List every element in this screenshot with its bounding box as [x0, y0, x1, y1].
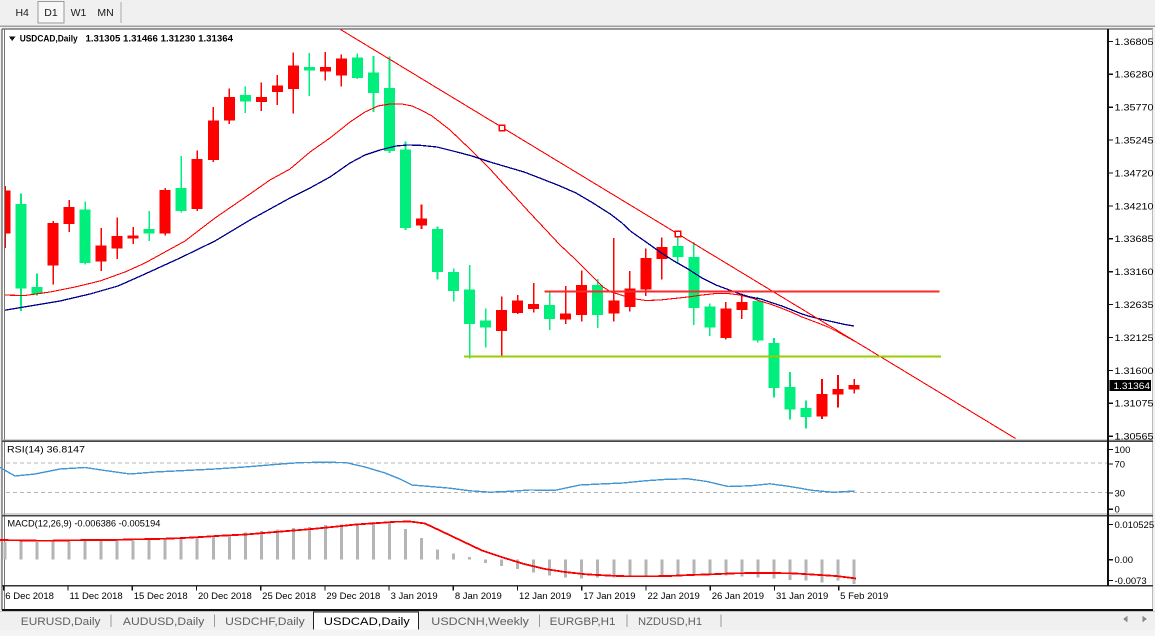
svg-text:30: 30 — [1115, 488, 1126, 499]
svg-text:29 Dec 2018: 29 Dec 2018 — [326, 591, 380, 602]
svg-text:6 Dec 2018: 6 Dec 2018 — [5, 591, 54, 602]
svg-text:1.31075: 1.31075 — [1115, 399, 1154, 410]
svg-text:22 Jan 2019: 22 Jan 2019 — [648, 591, 700, 602]
svg-text:EURUSD,Daily: EURUSD,Daily — [21, 616, 101, 628]
svg-text:1.35770: 1.35770 — [1115, 103, 1154, 114]
svg-text:USDCAD,Daily: USDCAD,Daily — [324, 616, 411, 628]
svg-text:1.31600: 1.31600 — [1115, 366, 1154, 377]
svg-text:USDCHF,Daily: USDCHF,Daily — [225, 616, 305, 628]
svg-text:W1: W1 — [71, 7, 87, 19]
svg-text:1.35245: 1.35245 — [1115, 136, 1154, 147]
svg-text:5 Feb 2019: 5 Feb 2019 — [840, 591, 888, 602]
svg-text:MACD(12,26,9) -0.006386 -0.005: MACD(12,26,9) -0.006386 -0.005194 — [7, 519, 160, 530]
svg-text:RSI(14) 36.8147: RSI(14) 36.8147 — [7, 445, 85, 456]
svg-text:17 Jan 2019: 17 Jan 2019 — [583, 591, 635, 602]
svg-text:D1: D1 — [44, 7, 58, 19]
svg-text:11 Dec 2018: 11 Dec 2018 — [70, 591, 123, 602]
svg-text:1.31364: 1.31364 — [1114, 381, 1151, 392]
svg-text:NZDUSD,H1: NZDUSD,H1 — [638, 616, 702, 628]
svg-text:1.34720: 1.34720 — [1115, 168, 1154, 179]
svg-text:USDCAD,Daily: USDCAD,Daily — [20, 34, 79, 45]
svg-text:EURGBP,H1: EURGBP,H1 — [550, 616, 616, 628]
svg-text:1.33685: 1.33685 — [1115, 234, 1154, 245]
svg-text:25 Dec 2018: 25 Dec 2018 — [262, 591, 316, 602]
svg-text:26 Jan 2019: 26 Jan 2019 — [712, 591, 764, 602]
svg-text:AUDUSD,Daily: AUDUSD,Daily — [123, 616, 205, 628]
svg-text:1.33160: 1.33160 — [1115, 267, 1154, 278]
svg-text:USDCNH,Weekly: USDCNH,Weekly — [431, 616, 529, 628]
svg-text:MN: MN — [97, 7, 113, 19]
svg-text:1.36280: 1.36280 — [1115, 70, 1154, 81]
svg-text:1.31305 1.31466 1.31230 1.3136: 1.31305 1.31466 1.31230 1.31364 — [86, 34, 234, 45]
svg-text:0: 0 — [1115, 505, 1120, 516]
svg-text:-0.0073: -0.0073 — [1115, 576, 1147, 587]
svg-text:20 Dec 2018: 20 Dec 2018 — [198, 591, 252, 602]
svg-text:1.32125: 1.32125 — [1115, 333, 1154, 344]
svg-text:0.010525: 0.010525 — [1115, 520, 1155, 531]
svg-text:8 Jan 2019: 8 Jan 2019 — [455, 591, 502, 602]
svg-text:1.36805: 1.36805 — [1115, 37, 1154, 48]
svg-text:0.00: 0.00 — [1115, 555, 1134, 566]
svg-text:H4: H4 — [15, 7, 29, 19]
svg-text:1.30565: 1.30565 — [1115, 432, 1154, 443]
svg-text:100: 100 — [1115, 445, 1131, 456]
svg-text:15 Dec 2018: 15 Dec 2018 — [134, 591, 188, 602]
svg-text:31 Jan 2019: 31 Jan 2019 — [776, 591, 828, 602]
svg-text:1.32635: 1.32635 — [1115, 300, 1154, 311]
svg-text:70: 70 — [1115, 459, 1126, 470]
svg-text:12 Jan 2019: 12 Jan 2019 — [519, 591, 571, 602]
svg-text:3 Jan 2019: 3 Jan 2019 — [391, 591, 438, 602]
svg-text:1.34210: 1.34210 — [1115, 201, 1154, 212]
